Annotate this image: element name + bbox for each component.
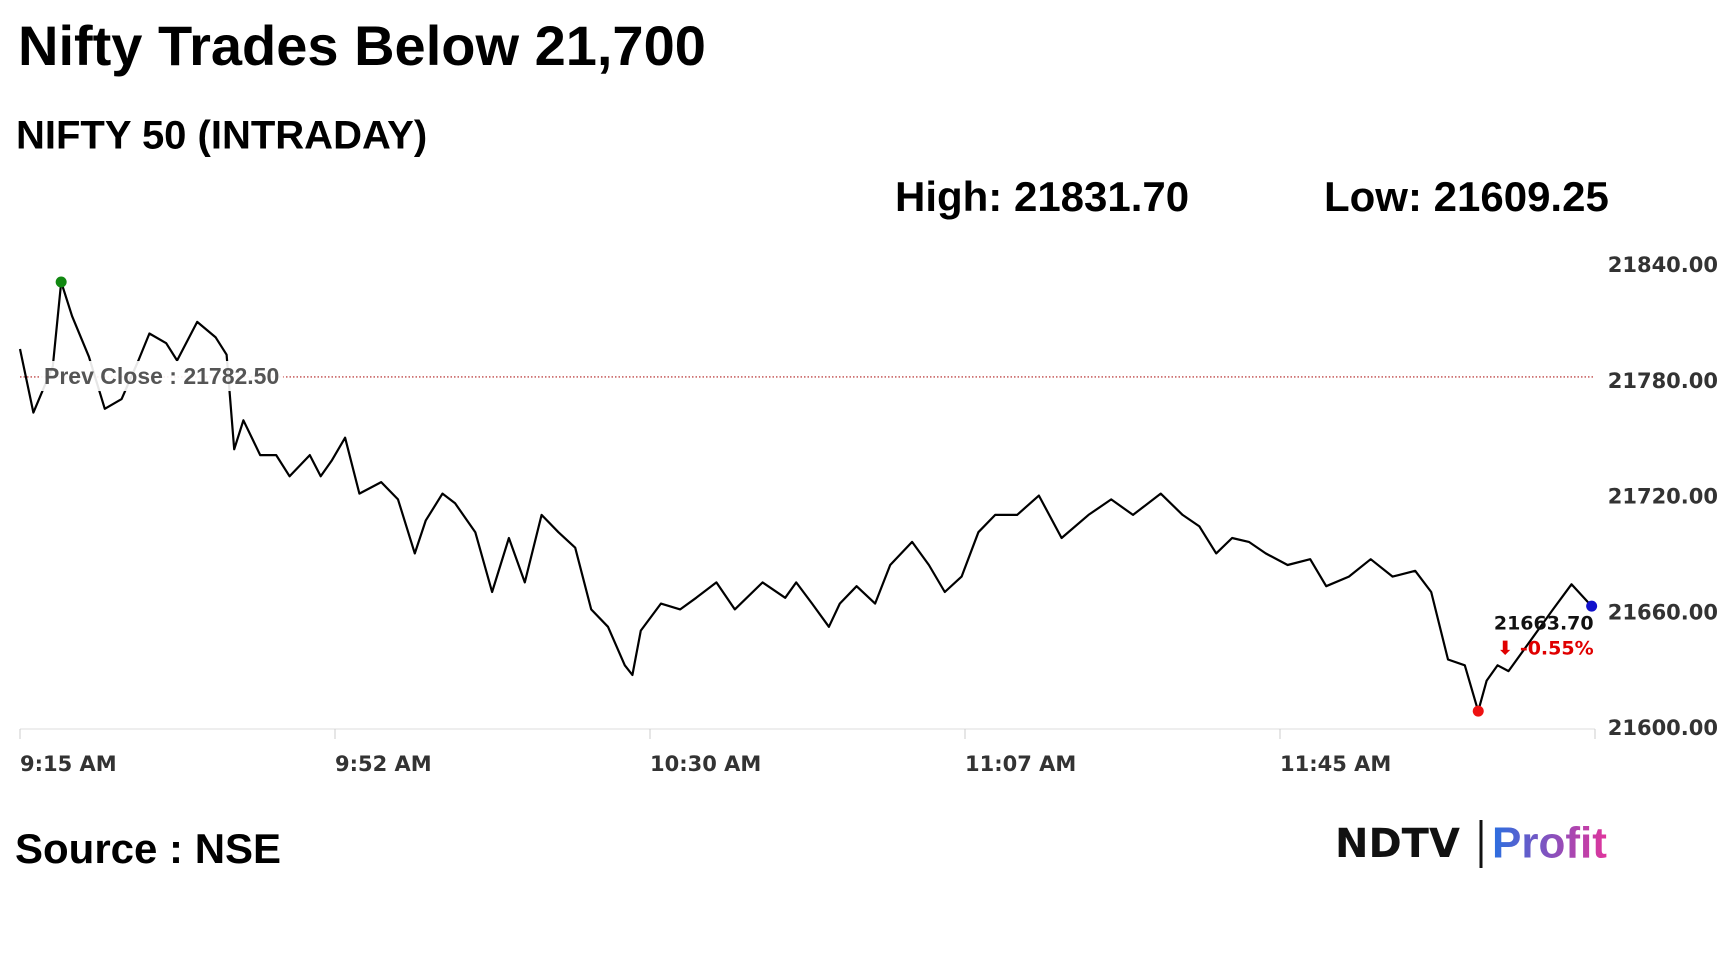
- price-line: [18, 280, 1593, 713]
- y-tick-label: 21840.00: [1608, 253, 1718, 277]
- plot-area: 21600.00 21660.00 21720.00 21780.00 21840.00…: [18, 253, 1718, 776]
- y-tick-label: 21600.00: [1608, 716, 1718, 740]
- x-tick-label: 10:30 AM: [650, 752, 761, 776]
- high-marker: [55, 276, 67, 288]
- x-tick-label: 9:15 AM: [20, 752, 117, 776]
- prev-close-label: Prev Close : 21782.50: [44, 363, 279, 389]
- y-tick-label: 21720.00: [1608, 485, 1718, 509]
- source: Source : NSE: [15, 825, 281, 872]
- change-label: ⬇ -0.55%: [1497, 638, 1593, 660]
- high-label: High: 21831.70: [895, 173, 1189, 220]
- prev-close-label-bg: [40, 361, 284, 392]
- low-label: Low: 21609.25: [1324, 173, 1609, 220]
- logo-right: Profit: [1492, 819, 1607, 868]
- last-value-label: 21663.70: [1494, 613, 1594, 635]
- last-marker: [1586, 600, 1598, 612]
- chart-title: Nifty Trades Below 21,700: [18, 14, 706, 77]
- x-tick-label: 9:52 AM: [335, 752, 432, 776]
- chart-subtitle: NIFTY 50 (INTRADAY): [16, 114, 427, 158]
- x-tick-label: 11:45 AM: [1280, 752, 1391, 776]
- low-marker: [1472, 705, 1484, 717]
- x-tick-label: 11:07 AM: [965, 752, 1076, 776]
- y-tick-label: 21780.00: [1608, 369, 1718, 393]
- y-tick-label: 21660.00: [1608, 600, 1718, 624]
- logo-left: NDTV: [1335, 821, 1460, 867]
